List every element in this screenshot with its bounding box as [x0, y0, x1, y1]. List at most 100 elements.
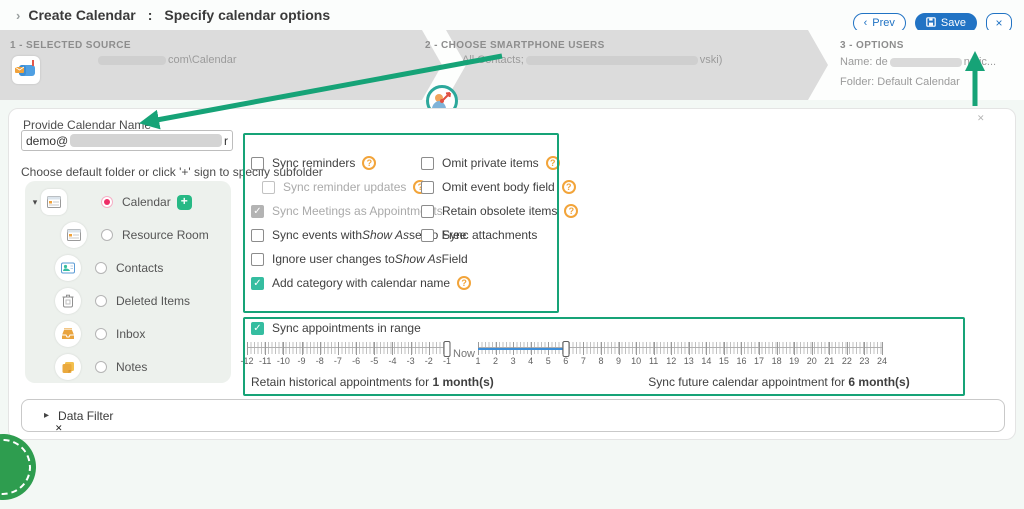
tick-label: 14 — [701, 356, 712, 366]
redacted-text — [889, 57, 962, 67]
option-checkbox-unchecked[interactable] — [421, 204, 434, 218]
option-checkbox-unchecked[interactable] — [251, 156, 264, 170]
tick-label: 9 — [616, 356, 622, 366]
tree-expand-caret-icon[interactable]: ▾ — [32, 196, 38, 207]
folder-radio-unselected[interactable] — [101, 229, 113, 241]
help-icon[interactable]: ? — [457, 276, 472, 290]
step1-source: com\Calendar — [98, 54, 236, 66]
option-row: Omit event body field? — [421, 180, 578, 194]
redacted-text — [70, 134, 222, 147]
save-button[interactable]: Save — [914, 13, 977, 33]
tick-label: -1 — [442, 356, 452, 366]
future-caption: Sync future calendar appointment for 6 m… — [648, 375, 910, 389]
ruler-ticks — [247, 348, 447, 354]
option-checkbox-unchecked[interactable] — [421, 228, 434, 242]
wizard-buttons: ‹ Prev Save × — [852, 13, 1012, 33]
option-checkbox-unchecked[interactable] — [421, 156, 434, 170]
options-column-right: Omit private items? Omit event body field… — [421, 156, 579, 252]
cursor-x-mark: ✕ — [55, 423, 63, 433]
title-separator: : — [147, 7, 153, 23]
redacted-text — [98, 55, 166, 65]
help-icon[interactable]: ? — [545, 156, 560, 170]
option-label: Omit event body field — [442, 180, 555, 194]
tick-label: -5 — [370, 356, 379, 366]
folder-tree: ▾ Calendar + Resource Room Contacts Deleted I… — [25, 181, 231, 383]
top-bar: › Create Calendar : Specify calendar opt… — [0, 0, 1024, 33]
tick-label: 17 — [754, 356, 765, 366]
major-tick — [794, 342, 796, 355]
tick-label: -7 — [333, 356, 342, 366]
chevron-left-icon: ‹ — [863, 17, 868, 29]
deleted-items-icon — [55, 288, 81, 314]
tick-label: -3 — [406, 356, 415, 366]
option-checkbox-unchecked[interactable] — [251, 252, 264, 266]
tree-item-inbox[interactable]: Inbox — [25, 321, 231, 347]
folder-radio-unselected[interactable] — [95, 361, 107, 373]
calendar-icon — [41, 189, 67, 215]
sync-range-row: ✓ Sync appointments in range — [251, 321, 421, 335]
ruler-ticks — [478, 342, 882, 348]
tick-label: 15 — [718, 356, 729, 366]
mailbox-icon — [12, 56, 40, 84]
folder-radio-unselected[interactable] — [95, 262, 107, 274]
redacted-text — [525, 55, 698, 65]
option-row: Omit private items? — [421, 156, 578, 170]
option-row: Sync reminder updates? — [262, 180, 471, 194]
folder-radio-selected[interactable] — [101, 196, 113, 208]
past-range-slider[interactable]: -12 -11 -10 -9 -8 -7 -6 -5 -4 -3 -2 -1 — [240, 341, 451, 370]
option-row: Ignore user changes to Show As Field — [251, 252, 471, 266]
option-row: ✓ Sync Meetings as Appointments — [251, 204, 471, 218]
add-subfolder-button[interactable]: + — [176, 194, 192, 210]
tree-item-calendar[interactable]: ▾ Calendar + — [25, 189, 231, 215]
tree-item-contacts[interactable]: Contacts — [25, 255, 231, 281]
folder-radio-unselected[interactable] — [95, 328, 107, 340]
future-range-slider[interactable]: 1 2 3 4 5 6 7 8 9 10 11 12 13 14 15 16 17 18 19 20 21 22 23 24 — [475, 341, 887, 370]
now-label: Now — [453, 348, 476, 360]
option-label: Field — [441, 252, 468, 266]
help-icon[interactable]: ? — [362, 156, 377, 170]
data-filter-section[interactable]: ▸ Data Filter — [21, 399, 1005, 432]
calendar-icon — [61, 222, 87, 248]
notes-icon — [55, 354, 81, 380]
options-panel: Provide Calendar Name demo@ r Choose def… — [8, 108, 1016, 440]
tick-label: 1 — [475, 356, 481, 366]
tree-item-resource-room[interactable]: Resource Room — [25, 222, 231, 248]
tick-label: 12 — [666, 356, 677, 366]
major-tick — [688, 342, 690, 355]
tick-label: 4 — [528, 356, 534, 366]
major-tick — [337, 342, 339, 355]
step2-title: 2 - CHOOSE SMARTPHONE USERS — [425, 40, 605, 51]
tick-label: 8 — [598, 356, 604, 366]
major-tick — [811, 342, 813, 355]
tick-label: 21 — [824, 356, 835, 366]
folder-radio-unselected[interactable] — [95, 295, 107, 307]
tree-item-notes[interactable]: Notes — [25, 354, 231, 380]
tree-item-label: Contacts — [116, 261, 164, 275]
major-tick — [356, 342, 358, 355]
major-tick — [301, 342, 303, 355]
help-icon[interactable]: ? — [564, 204, 579, 218]
tick-label: -2 — [424, 356, 433, 366]
major-tick — [776, 342, 778, 355]
major-tick — [374, 342, 376, 355]
tick-label: -12 — [240, 356, 254, 366]
past-slider-handle[interactable] — [443, 341, 451, 357]
major-tick — [653, 342, 655, 355]
options-column-left: Sync reminders? Sync reminder updates? ✓ Sy… — [251, 156, 472, 300]
major-tick — [283, 342, 285, 355]
major-tick — [671, 342, 673, 355]
calendar-name-input[interactable]: demo@ r — [21, 130, 233, 151]
tick-label: -9 — [297, 356, 306, 366]
close-button[interactable]: × — [986, 13, 1012, 33]
data-filter-label: Data Filter — [58, 408, 114, 423]
help-icon[interactable]: ? — [561, 180, 576, 194]
option-checkbox-unchecked[interactable] — [421, 180, 434, 194]
future-slider-handle[interactable] — [562, 341, 570, 357]
tree-item-deleted-items[interactable]: Deleted Items — [25, 288, 231, 314]
sync-range-checkbox[interactable]: ✓ — [251, 321, 264, 335]
option-checkbox-unchecked[interactable] — [251, 228, 264, 242]
step3-name: Name: de nmic... — [840, 56, 997, 68]
calendar-name-label: Provide Calendar Name — [23, 118, 152, 132]
tick-label: 13 — [683, 356, 694, 366]
option-checkbox-checked[interactable]: ✓ — [251, 276, 264, 290]
